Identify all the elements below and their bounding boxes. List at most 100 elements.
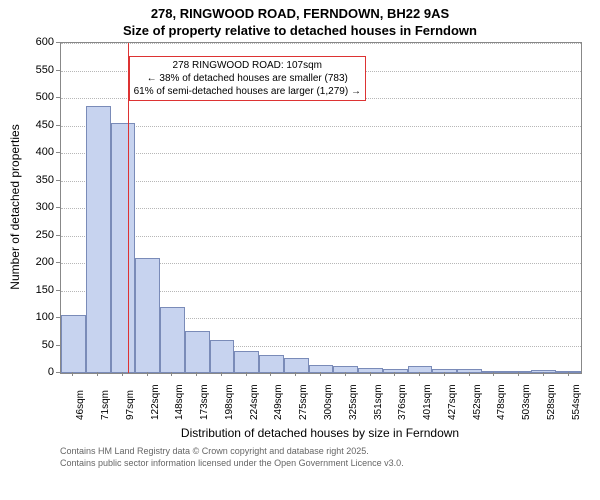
y-tick — [56, 207, 60, 208]
y-tick-label: 400 — [24, 146, 54, 158]
histogram-bar — [358, 368, 383, 374]
x-tick-label: 122sqm — [150, 384, 161, 420]
x-axis-label: Distribution of detached houses by size … — [181, 426, 459, 440]
footer-line1: Contains HM Land Registry data © Crown c… — [60, 446, 404, 458]
histogram-bar — [259, 355, 284, 373]
y-tick — [56, 235, 60, 236]
grid-line — [61, 208, 581, 209]
x-tick — [320, 372, 321, 376]
x-tick — [122, 372, 123, 376]
grid-line — [61, 43, 581, 44]
x-tick — [221, 372, 222, 376]
x-tick-label: 148sqm — [174, 384, 185, 420]
x-tick-label: 71sqm — [100, 390, 111, 420]
histogram-bar — [135, 258, 160, 374]
plot-area: 278 RINGWOOD ROAD: 107sqm← 38% of detach… — [60, 42, 582, 374]
x-tick — [147, 372, 148, 376]
chart-title-line1: 278, RINGWOOD ROAD, FERNDOWN, BH22 9AS — [0, 6, 600, 23]
x-tick-label: 97sqm — [125, 390, 136, 420]
chart-container: 278, RINGWOOD ROAD, FERNDOWN, BH22 9AS S… — [0, 0, 600, 500]
y-tick — [56, 290, 60, 291]
x-tick — [543, 372, 544, 376]
histogram-bar — [210, 340, 235, 373]
x-tick-label: 325sqm — [348, 384, 359, 420]
x-tick-label: 528sqm — [546, 384, 557, 420]
x-tick-label: 275sqm — [298, 384, 309, 420]
y-tick-label: 350 — [24, 174, 54, 186]
footer-line2: Contains public sector information licen… — [60, 458, 404, 470]
x-tick-label: 300sqm — [323, 384, 334, 420]
histogram-bar — [432, 369, 457, 373]
y-tick — [56, 262, 60, 263]
x-tick-label: 478sqm — [496, 384, 507, 420]
histogram-bar — [86, 106, 111, 373]
histogram-bar — [160, 307, 185, 373]
histogram-bar — [333, 366, 358, 373]
histogram-bar — [556, 371, 581, 373]
histogram-bar — [185, 331, 210, 373]
x-tick-label: 554sqm — [571, 384, 582, 420]
y-tick-label: 100 — [24, 311, 54, 323]
y-tick-label: 600 — [24, 36, 54, 48]
x-tick — [518, 372, 519, 376]
y-tick-label: 550 — [24, 64, 54, 76]
annotation-line3: 61% of semi-detached houses are larger (… — [134, 85, 361, 98]
y-tick — [56, 372, 60, 373]
x-tick-label: 503sqm — [521, 384, 532, 420]
x-tick — [270, 372, 271, 376]
x-tick — [345, 372, 346, 376]
x-tick-label: 452sqm — [472, 384, 483, 420]
x-tick — [469, 372, 470, 376]
x-tick — [196, 372, 197, 376]
y-tick-label: 150 — [24, 284, 54, 296]
y-tick-label: 200 — [24, 256, 54, 268]
x-tick-label: 401sqm — [422, 384, 433, 420]
y-tick-label: 500 — [24, 91, 54, 103]
annotation-line2: ← 38% of detached houses are smaller (78… — [134, 72, 361, 85]
y-tick — [56, 152, 60, 153]
x-tick — [72, 372, 73, 376]
y-tick — [56, 125, 60, 126]
y-tick-label: 300 — [24, 201, 54, 213]
x-tick-label: 376sqm — [397, 384, 408, 420]
x-tick-label: 249sqm — [273, 384, 284, 420]
y-axis-label: Number of detached properties — [8, 124, 22, 289]
grid-line — [61, 126, 581, 127]
y-tick-label: 450 — [24, 119, 54, 131]
footer-text: Contains HM Land Registry data © Crown c… — [60, 446, 404, 469]
y-tick-label: 0 — [24, 366, 54, 378]
annotation-box: 278 RINGWOOD ROAD: 107sqm← 38% of detach… — [129, 56, 366, 101]
annotation-line1: 278 RINGWOOD ROAD: 107sqm — [134, 59, 361, 72]
y-tick — [56, 345, 60, 346]
x-tick — [419, 372, 420, 376]
histogram-bar — [61, 315, 86, 373]
grid-line — [61, 181, 581, 182]
x-tick — [370, 372, 371, 376]
histogram-bar — [111, 123, 136, 373]
histogram-bar — [284, 358, 309, 373]
x-tick — [444, 372, 445, 376]
x-tick-label: 427sqm — [447, 384, 458, 420]
x-tick-label: 198sqm — [224, 384, 235, 420]
x-tick-label: 173sqm — [199, 384, 210, 420]
grid-line — [61, 153, 581, 154]
x-tick — [97, 372, 98, 376]
y-tick — [56, 42, 60, 43]
x-tick-label: 224sqm — [249, 384, 260, 420]
x-tick-label: 46sqm — [75, 390, 86, 420]
y-tick — [56, 317, 60, 318]
y-tick — [56, 70, 60, 71]
y-tick-label: 250 — [24, 229, 54, 241]
x-tick — [171, 372, 172, 376]
x-tick — [568, 372, 569, 376]
histogram-bar — [531, 370, 556, 373]
x-tick — [394, 372, 395, 376]
y-tick — [56, 180, 60, 181]
y-tick-label: 50 — [24, 339, 54, 351]
x-tick-label: 351sqm — [373, 384, 384, 420]
histogram-bar — [234, 351, 259, 373]
y-tick — [56, 97, 60, 98]
x-tick — [246, 372, 247, 376]
grid-line — [61, 236, 581, 237]
x-tick — [493, 372, 494, 376]
